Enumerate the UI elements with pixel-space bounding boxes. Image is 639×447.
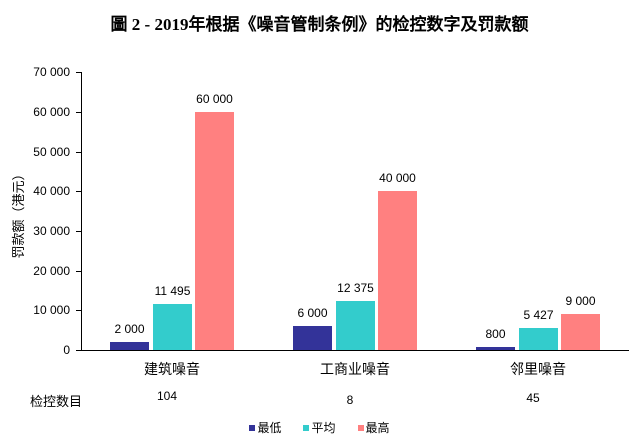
count-value: 104: [156, 389, 178, 403]
y-tick-mark: [76, 72, 81, 73]
bar-avg: [519, 328, 558, 350]
legend-swatch-icon: [357, 424, 364, 431]
y-tick-mark: [76, 231, 81, 232]
bar-max: [378, 191, 417, 350]
legend: 最低 平均 最高: [0, 419, 639, 436]
y-tick-mark: [76, 191, 81, 192]
count-row-header: 检控数目: [30, 394, 83, 409]
count-value: 8: [346, 393, 354, 407]
y-tick-label: 50 000: [33, 145, 70, 159]
legend-item-avg: 平均: [303, 419, 336, 436]
legend-label: 最低: [257, 421, 282, 435]
bar-value-label: 5 427: [523, 308, 554, 322]
y-tick-label: 40 000: [33, 184, 70, 198]
bar-avg: [153, 304, 192, 350]
bar-value-label: 800: [485, 327, 506, 341]
bar-value-label: 12 375: [337, 281, 374, 295]
bar-value-label: 40 000: [379, 171, 416, 185]
y-tick-mark: [76, 271, 81, 272]
y-axis-line: [81, 72, 82, 351]
bar-value-label: 9 000: [565, 294, 596, 308]
bar-value-label: 2 000: [114, 322, 145, 336]
legend-label: 最高: [365, 421, 390, 435]
bar-min: [110, 342, 149, 350]
y-tick-mark: [76, 350, 81, 351]
y-tick-mark: [76, 310, 81, 311]
x-axis-line: [81, 350, 629, 351]
y-tick-label: 0: [63, 343, 70, 357]
legend-label: 平均: [311, 421, 336, 435]
bar-min: [476, 347, 515, 350]
bar-value-label: 60 000: [196, 92, 233, 106]
category-label: 工商业噪音: [320, 361, 390, 377]
bar-avg: [336, 301, 375, 350]
chart-title: 圖 2 - 2019年根据《噪音管制条例》的检控数字及罚款额: [110, 15, 529, 34]
y-tick-label: 70 000: [33, 65, 70, 79]
y-tick-label: 10 000: [33, 303, 70, 317]
bar-max: [195, 112, 234, 350]
legend-item-min: 最低: [249, 419, 281, 436]
count-value: 45: [526, 391, 540, 405]
bar-value-label: 11 495: [154, 284, 191, 298]
y-tick-label: 20 000: [33, 264, 70, 278]
bar-value-label: 6 000: [297, 306, 328, 320]
legend-swatch-icon: [303, 424, 310, 431]
bar-max: [561, 314, 600, 350]
y-tick-label: 60 000: [33, 105, 70, 119]
legend-item-max: 最高: [357, 419, 390, 436]
bar-min: [293, 326, 332, 350]
y-tick-label: 30 000: [33, 224, 70, 238]
legend-swatch-icon: [249, 424, 256, 431]
y-tick-mark: [76, 152, 81, 153]
category-label: 邻里噪音: [510, 361, 566, 377]
y-axis-label: 罚款额（港元）: [11, 167, 26, 259]
category-label: 建筑噪音: [144, 361, 200, 377]
y-tick-mark: [76, 112, 81, 113]
